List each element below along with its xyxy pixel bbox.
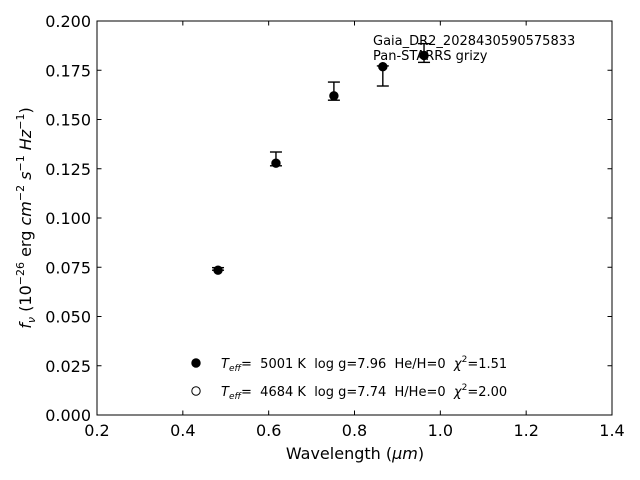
y-tick-label: 0.125 (45, 160, 91, 179)
axis-ticks: 0.2 0.4 0.6 0.8 1.0 1.2 1.4 0.000 0.025 0.050 0.07… (45, 12, 625, 440)
y-tick-label: 0.100 (45, 209, 91, 228)
data-points (212, 42, 431, 275)
y-tick-label: 0.000 (45, 406, 91, 425)
legend-marker-filled (191, 358, 201, 368)
legend-entry-2: Teff= 4684 K log g=7.74 H/He=0 χ2=2.00 (221, 383, 507, 402)
y-tick-label: 0.075 (45, 258, 91, 277)
x-tick-label: 0.4 (170, 421, 195, 440)
data-point (378, 62, 388, 72)
legend-marker-open (191, 386, 201, 396)
x-tick-label: 0.8 (342, 421, 367, 440)
data-point (329, 91, 339, 101)
x-tick-label: 1.4 (599, 421, 624, 440)
x-axis-title: Wavelength (μm) (286, 444, 424, 463)
data-point (271, 158, 281, 168)
annotation-survey: Pan-STARRS grizy (373, 49, 488, 64)
data-point (419, 50, 429, 61)
y-tick-label: 0.200 (45, 12, 91, 31)
legend-entry-1: Teff= 5001 K log g=7.96 He/H=0 χ2=1.51 (221, 355, 507, 374)
x-tick-label: 1.2 (513, 421, 538, 440)
plot-area (96, 20, 613, 416)
x-tick-label: 0.6 (256, 421, 281, 440)
y-tick-label: 0.050 (45, 308, 91, 327)
annotation-source: Gaia_DR2_2028430590575833 (373, 34, 575, 49)
x-tick-label: 1.0 (428, 421, 453, 440)
y-axis-title: fν (10−26 erg cm−2 s−1 Hz−1) (14, 107, 38, 328)
y-tick-label: 0.175 (45, 61, 91, 80)
y-tick-label: 0.150 (45, 111, 91, 130)
x-tick-label: 0.2 (84, 421, 109, 440)
data-point (213, 265, 223, 275)
legend: Teff= 5001 K log g=7.96 He/H=0 χ2=1.51 T… (191, 355, 507, 402)
y-tick-label: 0.025 (45, 357, 91, 376)
